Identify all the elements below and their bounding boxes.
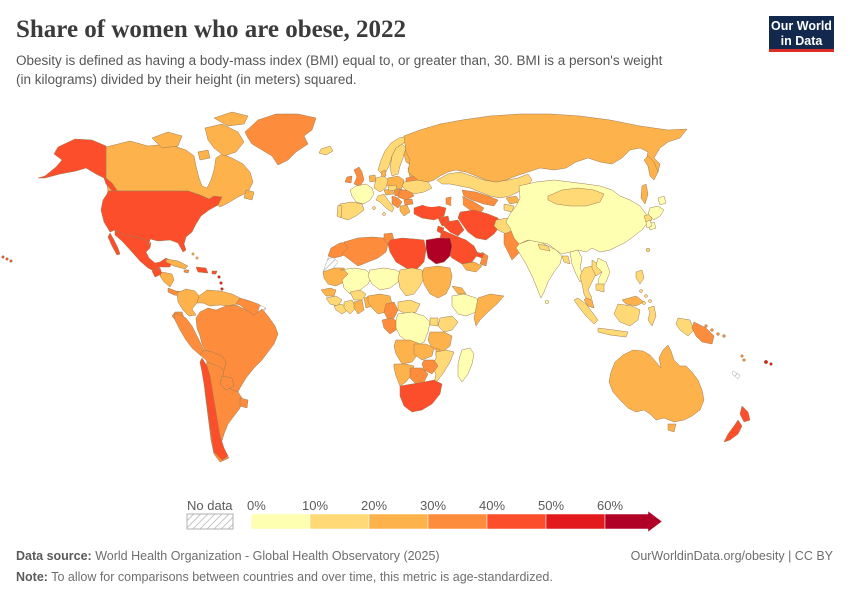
svg-text:30%: 30% bbox=[420, 498, 446, 513]
svg-text:0%: 0% bbox=[247, 498, 266, 513]
svg-text:50%: 50% bbox=[538, 498, 564, 513]
svg-text:20%: 20% bbox=[361, 498, 387, 513]
svg-text:40%: 40% bbox=[479, 498, 505, 513]
svg-text:10%: 10% bbox=[302, 498, 328, 513]
svg-text:60%: 60% bbox=[597, 498, 623, 513]
svg-text:No data: No data bbox=[187, 498, 233, 513]
